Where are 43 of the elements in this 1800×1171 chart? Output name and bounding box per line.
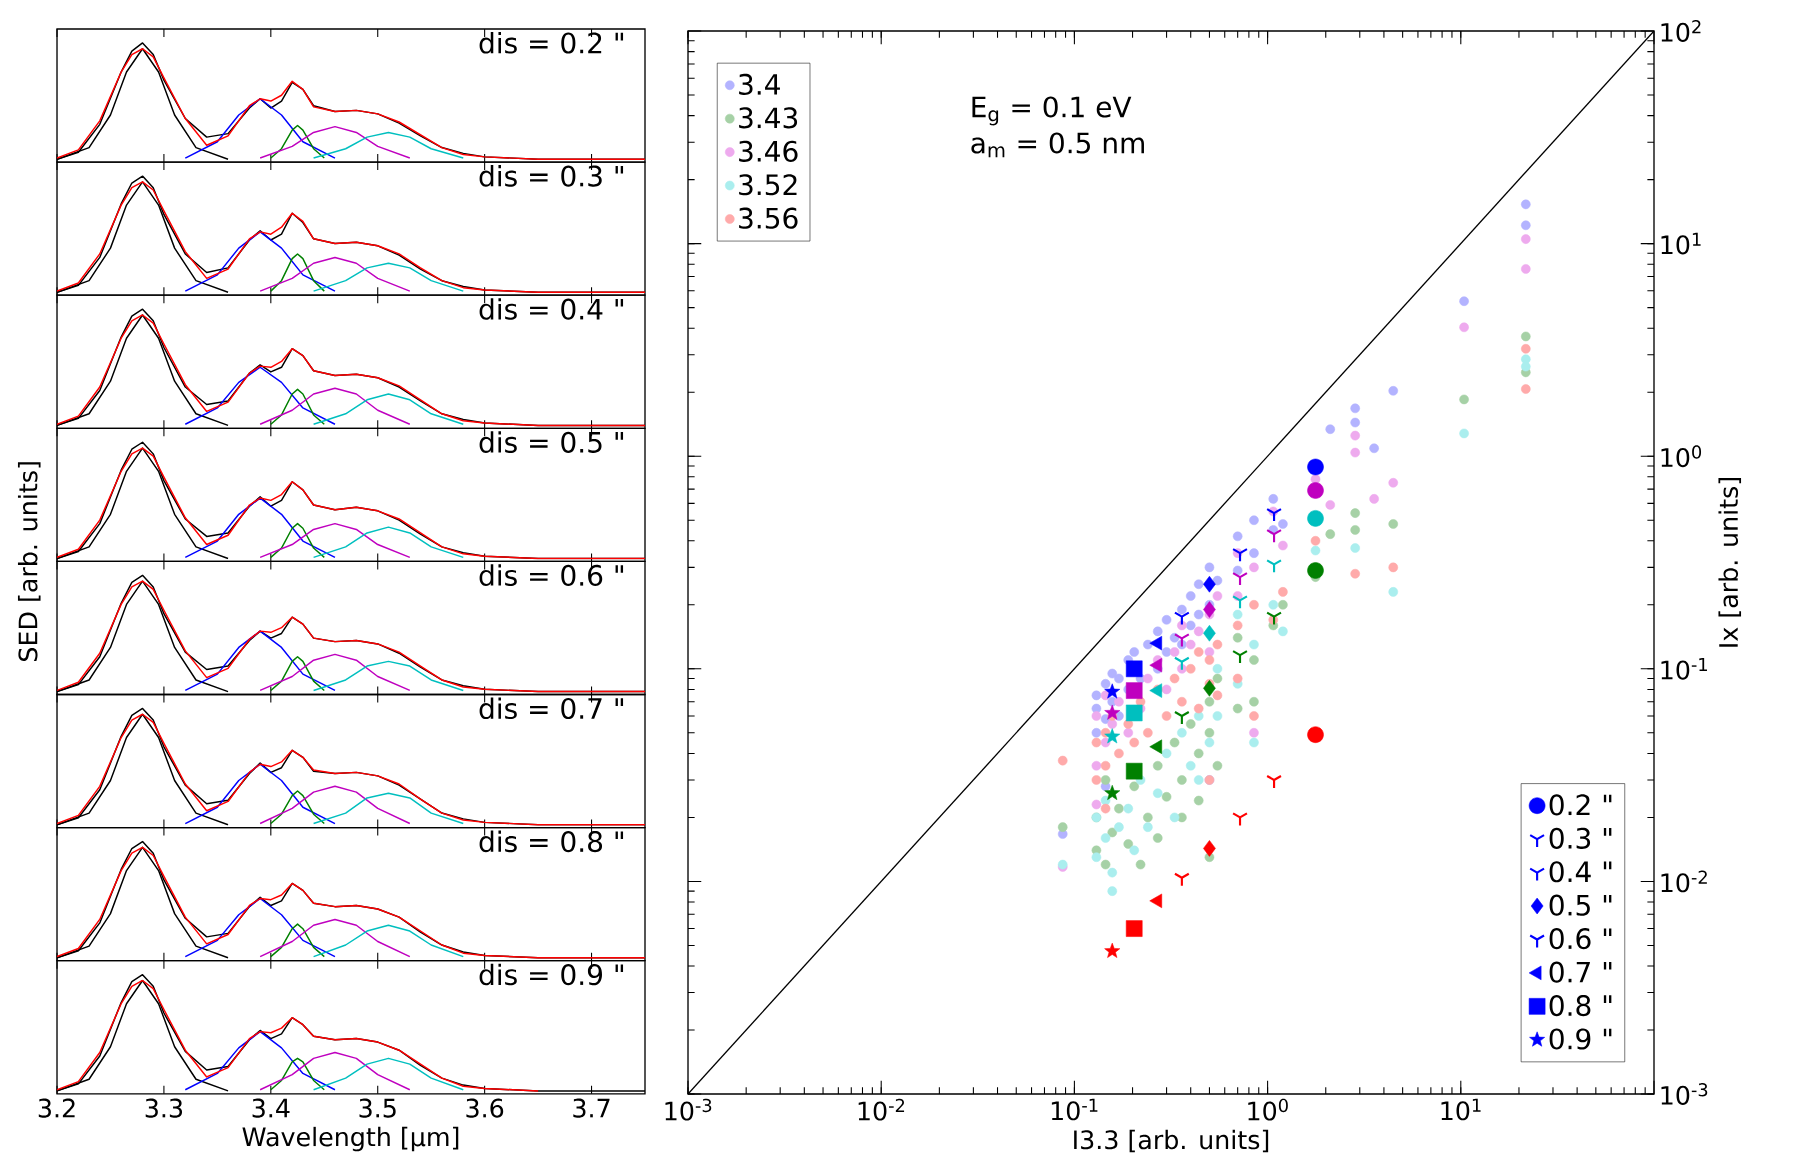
legend-label: 3.4 [739,73,780,96]
legend-label: 0.5 " [1549,894,1612,916]
y-tick-label: 10$^{-2}$ [1661,870,1707,893]
x-tick-label: 10$^{-1}$ [1051,1098,1098,1121]
annotation: dis = 0.5 " [479,431,624,453]
y-tick-label: 10$^{1}$ [1661,232,1701,255]
annotation: dis = 0.4 " [479,298,624,320]
x-tick-label: 3.2 [38,1098,75,1118]
x-tick-label: 3.7 [573,1098,610,1118]
annotation: a$_{m}$ = 0.5 nm [971,132,1144,158]
legend-label: 0.2 " [1549,794,1612,816]
y-tick-label: 10$^{-1}$ [1661,657,1707,680]
legend-label: 0.4 " [1549,861,1612,883]
legend-label: 3.56 [739,207,798,229]
x-tick-label: 3.3 [145,1098,183,1118]
x-tick-label: 3.4 [252,1098,290,1118]
legend-label: 0.3 " [1549,827,1612,849]
annotation: dis = 0.6 " [479,564,624,586]
annotation: E$_{g}$ = 0.1 eV [972,96,1132,126]
x-tick-label: 3.6 [466,1098,504,1118]
annotation: dis = 0.9 " [479,963,624,986]
legend-label: 0.8 " [1549,994,1612,1017]
y-tick-label: 10$^{2}$ [1661,20,1701,42]
legend-label: 0.9 " [1549,1028,1612,1050]
legend-label: 0.6 " [1549,928,1612,950]
legend-label: 3.46 [739,140,798,162]
x-tick-label: 10$^{-3}$ [665,1098,712,1121]
x-tick-label: 10$^{0}$ [1248,1098,1288,1121]
x-tick-label: 10$^{1}$ [1441,1098,1481,1121]
annotation: dis = 0.8 " [479,830,624,853]
x-axis-title: I3.3 [arb. units] [1074,1129,1269,1153]
x-tick-label: 10$^{-2}$ [858,1098,905,1121]
x-axis-title: Wavelength [μm] [242,1126,459,1152]
annotation: dis = 0.7 " [479,697,624,720]
legend-label: 0.7 " [1549,961,1612,983]
annotation: dis = 0.3 " [479,165,624,187]
legend-label: 3.52 [739,174,797,196]
y-tick-label: 10$^{0}$ [1661,445,1702,468]
y-axis-title: SED [arb. units] [17,462,41,661]
annotation: dis = 0.2 " [479,31,624,54]
x-tick-label: 3.5 [359,1098,396,1118]
y-axis-title: Ix [arb. units] [1718,478,1742,647]
legend-label: 3.43 [739,107,798,129]
